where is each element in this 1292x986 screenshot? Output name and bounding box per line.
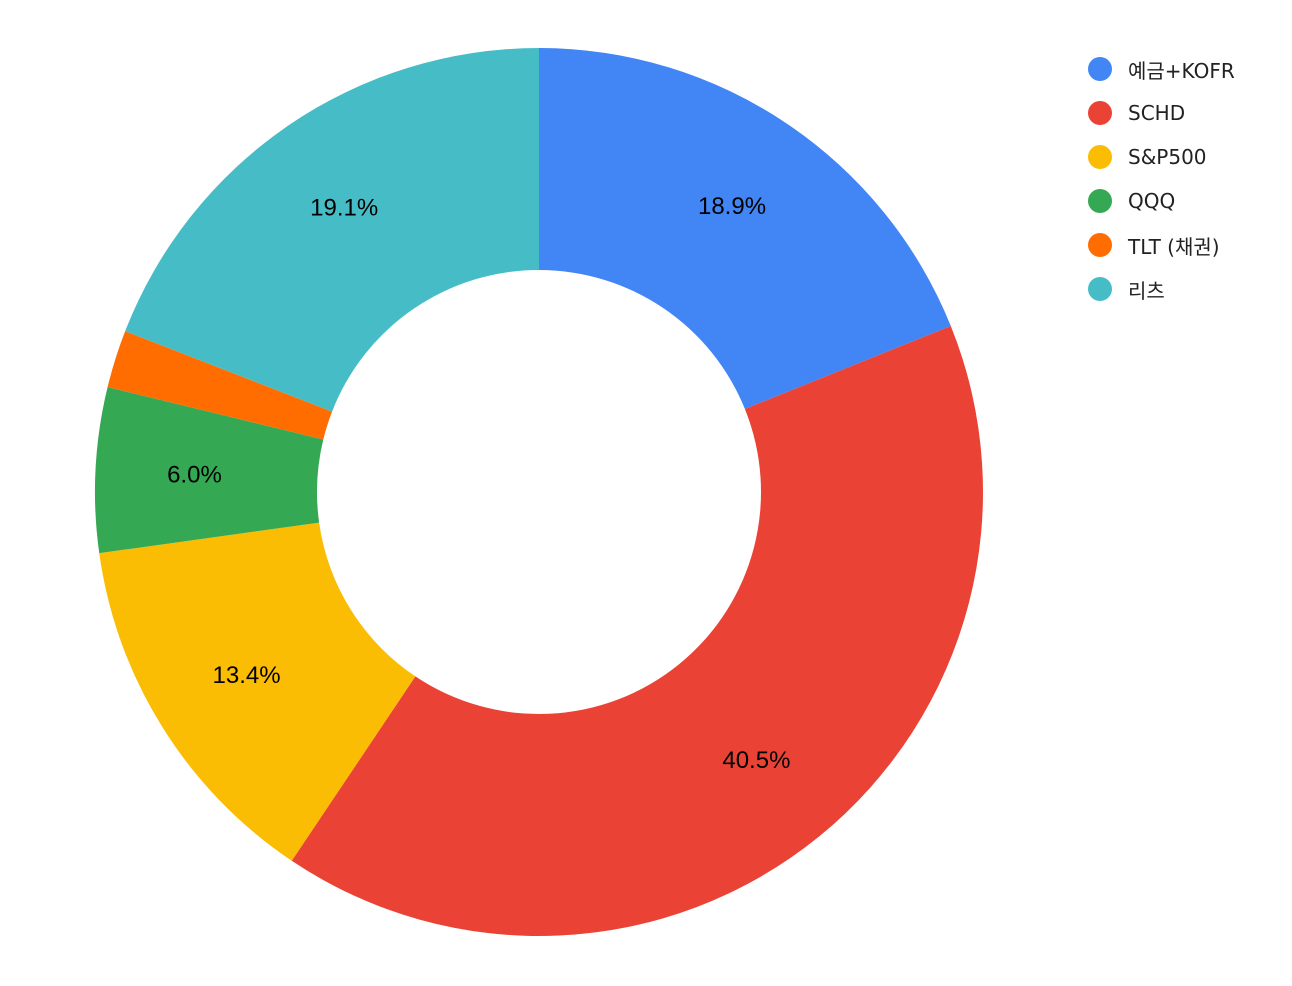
legend-label: 리츠 xyxy=(1128,278,1165,303)
legend-swatch-icon xyxy=(1088,189,1112,213)
legend-label: SCHD xyxy=(1128,101,1186,125)
data-label-2: 13.4% xyxy=(213,662,281,689)
slice-0[interactable] xyxy=(539,48,951,409)
legend-label: 예금+KOFR xyxy=(1128,58,1235,83)
legend-label: TLT (채권) xyxy=(1128,234,1220,259)
legend-label: QQQ xyxy=(1128,189,1176,213)
data-label-0: 18.9% xyxy=(698,193,766,220)
chart-legend: 예금+KOFR SCHD S&P500 QQQ TLT (채권) 리츠 xyxy=(1088,47,1235,311)
slice-4[interactable] xyxy=(107,331,333,440)
legend-swatch-icon xyxy=(1088,277,1112,301)
slice-5[interactable] xyxy=(125,48,539,412)
legend-item[interactable]: S&P500 xyxy=(1088,135,1235,179)
slice-2[interactable] xyxy=(99,522,416,861)
data-label-3: 6.0% xyxy=(167,462,222,489)
legend-label: S&P500 xyxy=(1128,145,1207,169)
legend-item[interactable]: TLT (채권) xyxy=(1088,223,1235,267)
legend-item[interactable]: QQQ xyxy=(1088,179,1235,223)
legend-swatch-icon xyxy=(1088,233,1112,257)
legend-swatch-icon xyxy=(1088,57,1112,81)
legend-swatch-icon xyxy=(1088,145,1112,169)
data-label-5: 19.1% xyxy=(310,194,378,221)
legend-item[interactable]: 예금+KOFR xyxy=(1088,47,1235,91)
slice-3[interactable] xyxy=(95,386,324,554)
legend-item[interactable]: SCHD xyxy=(1088,91,1235,135)
data-label-1: 40.5% xyxy=(722,747,790,774)
legend-item[interactable]: 리츠 xyxy=(1088,267,1235,311)
slice-1[interactable] xyxy=(291,325,984,937)
legend-swatch-icon xyxy=(1088,101,1112,125)
